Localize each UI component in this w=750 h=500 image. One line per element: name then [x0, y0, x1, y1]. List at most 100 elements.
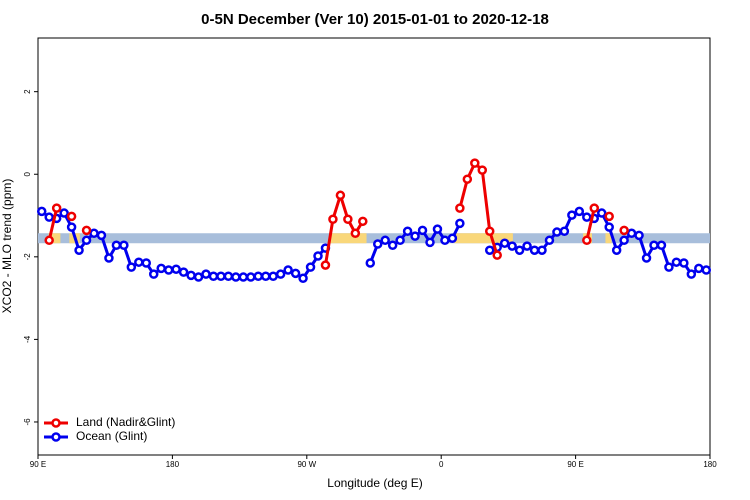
- legend-marker: [51, 418, 61, 428]
- data-point: [694, 263, 704, 274]
- data-point: [679, 258, 689, 268]
- land-band: [329, 233, 367, 244]
- data-point: [582, 212, 592, 222]
- data-point: [335, 190, 346, 201]
- data-point: [589, 213, 600, 224]
- data-point: [544, 235, 555, 246]
- data-point: [387, 240, 398, 251]
- x-tick-label: 180: [703, 460, 717, 469]
- data-point: [223, 271, 234, 281]
- y-tick-label: 2: [23, 89, 32, 94]
- data-point: [455, 218, 465, 229]
- data-point: [380, 235, 390, 246]
- data-point: [372, 239, 383, 249]
- data-point: [619, 235, 629, 246]
- legend-marker: [51, 432, 61, 442]
- y-tick-label: -2: [23, 253, 32, 261]
- data-point: [59, 208, 69, 218]
- data-point: [275, 269, 286, 279]
- x-tick-label: 0: [439, 460, 444, 469]
- data-point: [611, 245, 622, 255]
- data-point: [559, 226, 570, 236]
- data-point: [320, 260, 331, 270]
- data-point: [604, 222, 614, 232]
- data-point: [126, 262, 137, 272]
- data-point: [410, 231, 420, 241]
- data-point: [596, 208, 607, 218]
- data-point: [402, 226, 413, 236]
- chart-title: 0-5N December (Ver 10) 2015-01-01 to 202…: [201, 11, 549, 28]
- data-point: [313, 251, 323, 261]
- y-tick-label: 0: [23, 171, 32, 176]
- data-point: [298, 273, 308, 284]
- data-point: [470, 158, 480, 168]
- data-point: [134, 257, 144, 267]
- data-point: [96, 230, 107, 241]
- data-point: [582, 235, 592, 246]
- data-point: [44, 212, 54, 222]
- data-point: [350, 228, 361, 239]
- data-point: [343, 214, 353, 225]
- data-point: [260, 271, 271, 281]
- y-axis-label: XCO2 - MLO trend (ppm): [0, 179, 14, 314]
- data-point: [89, 228, 99, 239]
- x-tick-label: 180: [166, 460, 180, 469]
- data-point: [417, 225, 428, 236]
- legend-label: Land (Nadir&Glint): [76, 415, 175, 429]
- land-band: [48, 233, 61, 244]
- data-point: [186, 270, 196, 281]
- data-point: [119, 240, 129, 251]
- data-point: [574, 206, 585, 217]
- x-axis-label: Longitude (deg E): [327, 476, 422, 490]
- data-point: [148, 269, 159, 279]
- data-point: [208, 271, 219, 281]
- data-point: [290, 268, 301, 279]
- data-point: [283, 265, 293, 275]
- data-point: [626, 228, 637, 239]
- data-point: [499, 238, 510, 248]
- data-point: [484, 226, 495, 236]
- x-tick-label: 90 E: [567, 460, 583, 469]
- data-point: [552, 227, 562, 237]
- data-point: [395, 235, 405, 246]
- data-point: [447, 233, 458, 243]
- data-point: [193, 272, 204, 282]
- data-point: [529, 245, 540, 255]
- data-point: [432, 224, 443, 234]
- data-point: [328, 214, 338, 225]
- data-point: [537, 245, 547, 255]
- data-point: [656, 240, 667, 251]
- data-point: [216, 271, 226, 281]
- data-point: [484, 245, 495, 255]
- x-tick-label: 90 W: [297, 460, 316, 469]
- data-point: [649, 240, 659, 251]
- data-point: [51, 203, 62, 213]
- data-point: [305, 262, 316, 272]
- data-point: [44, 235, 54, 246]
- data-point: [514, 245, 525, 255]
- data-point: [238, 272, 249, 282]
- data-point: [507, 241, 517, 251]
- data-point: [163, 265, 174, 275]
- data-point: [111, 240, 122, 251]
- data-point: [66, 211, 77, 222]
- data-point: [634, 230, 644, 241]
- legend-label: Ocean (Glint): [76, 429, 147, 443]
- data-point: [231, 272, 241, 282]
- data-point: [201, 269, 211, 279]
- data-point: [81, 225, 92, 236]
- land-band: [454, 233, 513, 244]
- data-point: [66, 222, 77, 232]
- data-point: [567, 210, 577, 220]
- data-point: [51, 213, 62, 224]
- data-point: [492, 250, 502, 260]
- data-point: [686, 269, 697, 279]
- y-tick-label: -4: [23, 335, 32, 343]
- data-point: [462, 174, 473, 184]
- data-point: [522, 241, 532, 251]
- data-point: [641, 253, 652, 263]
- data-point: [74, 245, 84, 255]
- data-point: [141, 258, 152, 268]
- data-point: [455, 203, 465, 213]
- data-point: [81, 235, 92, 246]
